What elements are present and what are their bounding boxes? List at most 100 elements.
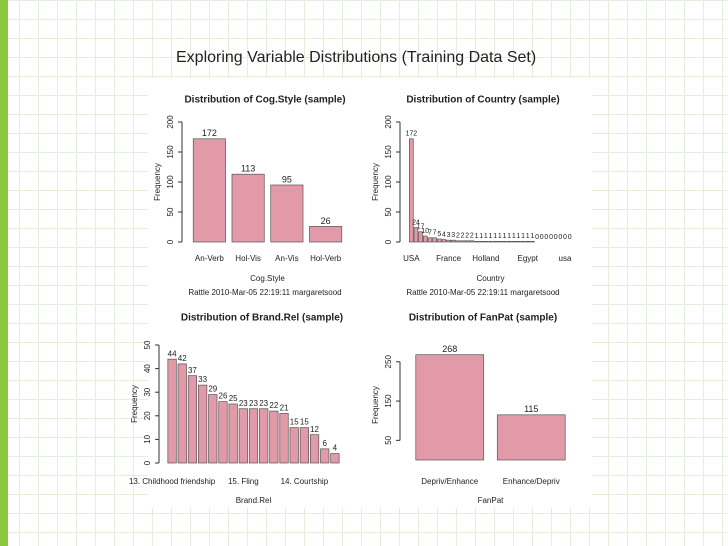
data-label: 15 [290, 418, 299, 427]
y-axis-label: Frequency [153, 163, 162, 201]
bar [497, 241, 503, 243]
bar [427, 237, 433, 243]
data-label: 172 [202, 128, 217, 138]
y-tick-label: 50 [384, 435, 393, 444]
bar [167, 358, 177, 464]
bar [464, 240, 470, 243]
data-label: 26 [321, 216, 331, 226]
y-tick-label: 150 [166, 145, 175, 159]
y-tick-label: 150 [384, 394, 393, 408]
data-label: 1 [498, 233, 502, 240]
data-label: 26 [219, 392, 228, 401]
y-tick-label: 50 [384, 207, 393, 216]
data-label: 22 [269, 401, 278, 410]
bar [446, 239, 451, 243]
bar [502, 241, 507, 243]
data-label: 5 [437, 231, 441, 238]
data-label: 113 [241, 164, 255, 174]
bar [492, 241, 498, 243]
x-tick-label: USA [403, 254, 420, 263]
y-tick-label: 250 [384, 355, 393, 369]
bar [530, 241, 535, 243]
y-tick-label: 200 [166, 115, 175, 129]
data-label: 2 [470, 233, 474, 240]
data-label: 17 [417, 224, 425, 231]
chart-title: Distribution of FanPat (sample) [409, 313, 557, 324]
bar [455, 240, 461, 243]
x-tick-label: An-Verb [195, 254, 224, 263]
x-tick-label: usa [559, 254, 572, 263]
bar [483, 241, 489, 243]
bar [474, 241, 479, 243]
bar [192, 138, 226, 243]
bar [187, 375, 198, 464]
y-tick-label: 20 [143, 411, 152, 420]
x-tick-label: France [436, 254, 461, 263]
data-label: 0 [554, 234, 558, 241]
data-label: 23 [249, 399, 258, 408]
data-label: 1 [530, 233, 534, 240]
x-axis-label: Cog.Style [250, 274, 285, 283]
data-label: 7 [433, 230, 437, 237]
bar [259, 408, 269, 464]
bar [270, 184, 304, 243]
bar [299, 427, 309, 464]
x-tick-label: Egypt [518, 254, 539, 263]
x-tick-label: Holland [472, 254, 499, 263]
bar [228, 403, 238, 464]
bar [218, 401, 228, 464]
data-label: 1 [484, 233, 488, 240]
bar [279, 413, 289, 464]
bar [413, 227, 419, 243]
bar [488, 241, 493, 243]
data-label: 23 [239, 399, 248, 408]
y-tick-label: 0 [143, 460, 152, 465]
data-label: 33 [198, 375, 207, 384]
data-label: 0 [558, 234, 562, 241]
bar [409, 138, 414, 243]
y-tick-label: 10 [143, 434, 152, 443]
bar [309, 434, 320, 464]
data-label: 7 [428, 230, 432, 237]
y-axis-label: Frequency [371, 163, 380, 201]
y-tick-label: 200 [384, 115, 393, 129]
data-label: 2 [465, 233, 469, 240]
bar [511, 241, 517, 243]
data-label: 3 [451, 232, 455, 239]
data-label: 3 [447, 232, 451, 239]
y-tick-label: 50 [143, 340, 152, 349]
x-tick-label: Hol-Vis [235, 254, 261, 263]
data-label: 44 [168, 349, 177, 358]
bar [269, 410, 279, 464]
y-tick-label: 40 [143, 364, 152, 373]
data-label: 2 [456, 233, 460, 240]
data-label: 6 [323, 439, 328, 448]
y-axis-label: Frequency [371, 386, 380, 424]
data-label: 1 [512, 233, 516, 240]
bar [418, 231, 423, 243]
bar [496, 414, 566, 461]
accent-bar [0, 0, 8, 546]
y-tick-label: 30 [143, 387, 152, 396]
chart-title: Distribution of Brand.Rel (sample) [181, 313, 343, 324]
data-label: 1 [516, 233, 520, 240]
bar [330, 453, 340, 464]
data-label: 24 [412, 219, 420, 226]
bar [289, 427, 299, 464]
bar [208, 394, 218, 464]
data-label: 1 [479, 233, 483, 240]
data-label: 1 [521, 233, 525, 240]
slide-title: Exploring Variable Distributions (Traini… [176, 49, 536, 66]
data-label: 4 [333, 444, 338, 453]
x-axis-label: Brand.Rel [236, 496, 272, 505]
bar [423, 235, 428, 243]
data-label: 0 [549, 234, 553, 241]
data-label: 21 [280, 404, 289, 413]
data-label: 37 [188, 366, 197, 375]
chart-title: Distribution of Country (sample) [406, 95, 559, 106]
footer: Rattle 2010-Mar-05 22:19:11 margaretsood [406, 288, 559, 297]
data-label: 12 [310, 425, 319, 434]
data-label: 1 [507, 233, 511, 240]
data-label: 1 [493, 233, 497, 240]
bar [525, 241, 531, 243]
